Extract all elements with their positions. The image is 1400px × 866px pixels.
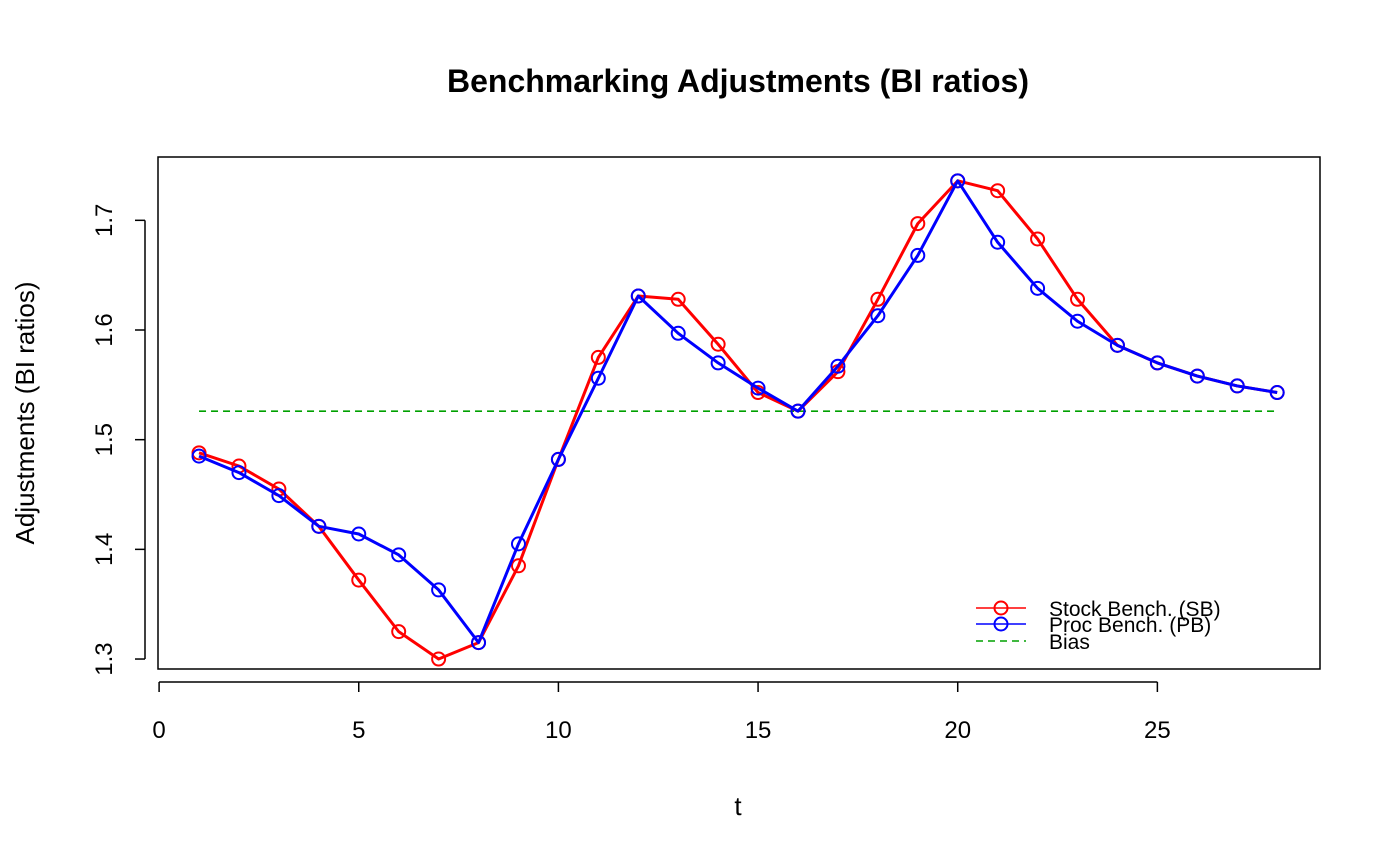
legend-swatch-marker — [993, 600, 1009, 616]
data-point-pb — [630, 288, 646, 304]
data-point-pb — [950, 173, 966, 189]
y-tick-label: 1.7 — [91, 204, 118, 237]
data-point-pb — [1269, 385, 1285, 401]
data-point-pb — [550, 451, 566, 467]
data-point-sb — [910, 216, 926, 232]
data-point-pb — [1149, 355, 1165, 371]
series-pb — [191, 173, 1285, 651]
data-point-sb — [1030, 231, 1046, 247]
legend-item: Proc Bench. (PB) — [976, 614, 1211, 637]
chart-title: Benchmarking Adjustments (BI ratios) — [447, 63, 1029, 99]
legend-label: Proc Bench. (PB) — [1049, 614, 1211, 637]
x-tick-label: 15 — [745, 717, 772, 744]
data-point-pb — [710, 355, 726, 371]
x-axis: 0 5 10 15 20 25 — [152, 681, 1171, 744]
data-point-pb — [391, 547, 407, 563]
data-point-pb — [670, 325, 686, 341]
data-point-sb — [670, 291, 686, 307]
data-point-sb — [870, 291, 886, 307]
data-point-pb — [431, 582, 447, 598]
data-point-sb — [391, 624, 407, 640]
legend-item: Bias — [976, 631, 1090, 654]
data-point-pb — [790, 403, 806, 419]
data-point-sb — [590, 349, 606, 365]
data-point-sb — [990, 183, 1006, 199]
x-tick-label: 5 — [352, 717, 365, 744]
data-point-pb — [990, 234, 1006, 250]
legend-item: Stock Bench. (SB) — [976, 598, 1221, 621]
series-sb — [191, 173, 1285, 667]
y-axis-label: Adjustments (BI ratios) — [10, 282, 40, 545]
x-tick-label: 10 — [545, 717, 572, 744]
data-point-pb — [870, 308, 886, 324]
y-tick-label: 1.4 — [91, 533, 118, 566]
data-point-pb — [1070, 313, 1086, 329]
series-line-pb — [198, 179, 1278, 645]
data-point-pb — [1189, 368, 1205, 384]
y-tick-label: 1.3 — [91, 642, 118, 675]
data-point-pb — [231, 465, 247, 481]
x-tick-label: 25 — [1144, 717, 1171, 744]
x-tick-label: 0 — [152, 717, 165, 744]
y-tick-label: 1.6 — [91, 313, 118, 346]
data-point-pb — [311, 518, 327, 534]
data-point-pb — [191, 448, 207, 464]
data-point-sb — [351, 572, 367, 588]
x-tick-label: 20 — [944, 717, 971, 744]
legend-swatch-marker — [993, 616, 1009, 632]
data-point-sb — [710, 336, 726, 352]
x-axis-label: t — [734, 791, 742, 821]
plot-frame — [157, 156, 1321, 670]
data-point-sb — [510, 558, 526, 574]
data-point-pb — [271, 488, 287, 504]
series-line-sb — [198, 179, 1278, 661]
data-point-pb — [1030, 280, 1046, 296]
data-point-pb — [910, 247, 926, 263]
data-point-pb — [1229, 378, 1245, 394]
legend-label: Stock Bench. (SB) — [1049, 598, 1221, 621]
legend: Stock Bench. (SB)Proc Bench. (PB)Bias — [976, 598, 1221, 654]
data-point-pb — [510, 536, 526, 552]
data-point-pb — [1109, 337, 1125, 353]
data-point-sb — [1070, 291, 1086, 307]
y-tick-label: 1.5 — [91, 423, 118, 456]
legend-label: Bias — [1049, 631, 1090, 654]
data-point-sb — [431, 651, 447, 667]
data-point-pb — [590, 370, 606, 386]
data-point-pb — [351, 526, 367, 542]
data-point-pb — [830, 358, 846, 374]
y-axis: 1.3 1.4 1.5 1.6 1.7 — [91, 204, 146, 676]
series-layer — [191, 173, 1285, 667]
data-point-pb — [750, 380, 766, 396]
data-point-pb — [471, 635, 487, 651]
